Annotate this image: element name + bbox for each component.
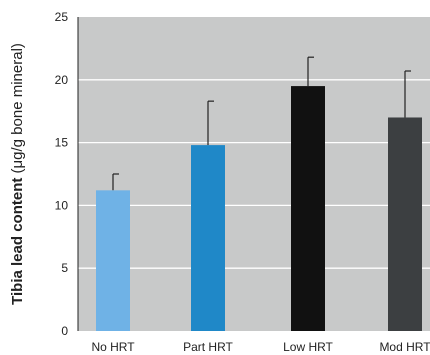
x-category-label: Low HRT: [283, 340, 333, 354]
bar-low-hrt: [291, 86, 325, 331]
gridlines: [78, 79, 430, 269]
y-tick-label: 25: [55, 10, 69, 24]
bar-no-hrt: [96, 190, 130, 331]
x-category-label: Part HRT: [183, 340, 233, 354]
x-category-label: Mod HRT: [379, 340, 430, 354]
y-tick-label: 20: [55, 73, 69, 87]
y-axis-label: Tibia lead content (μg/g bone mineral): [9, 43, 26, 305]
plot-area: [78, 17, 430, 331]
y-axis-label-main: Tibia lead content: [9, 178, 26, 305]
error-bars: [112, 56, 411, 191]
y-tick-label: 0: [61, 324, 68, 338]
y-tick-label: 10: [55, 198, 69, 212]
bar-part-hrt: [191, 145, 225, 331]
y-tick-label: 5: [61, 261, 68, 275]
y-axis-label-unit: (μg/g bone mineral): [9, 43, 26, 178]
y-tick-labels: 0 5 10 15 20 25: [55, 10, 69, 338]
bar-mod-hrt: [388, 117, 422, 331]
bars: [96, 86, 422, 331]
x-category-label: No HRT: [91, 340, 135, 354]
x-category-labels: No HRT Part HRT Low HRT Mod HRT: [91, 340, 430, 354]
y-tick-label: 15: [55, 136, 69, 150]
